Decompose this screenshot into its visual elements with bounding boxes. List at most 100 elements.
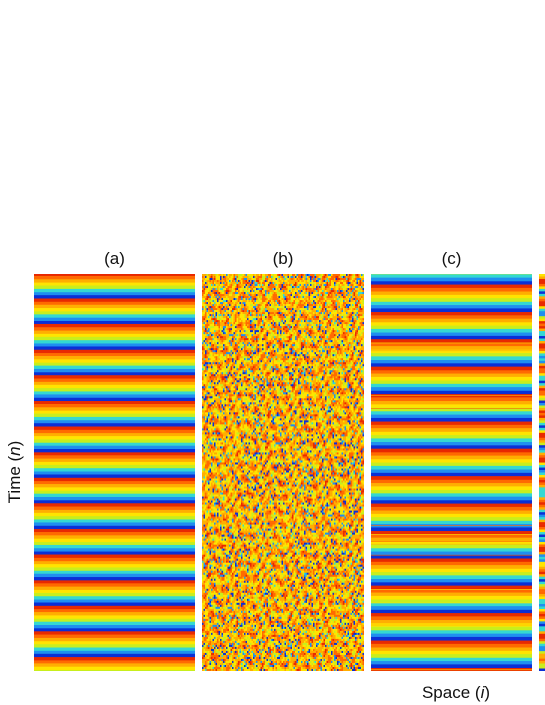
panel-b-cell xyxy=(329,292,332,295)
panel-b-cell xyxy=(274,294,276,297)
panel-b-cell xyxy=(233,296,236,299)
panel-b-cell xyxy=(205,286,207,289)
panel-b-cell xyxy=(346,290,348,293)
panel-b-cell xyxy=(319,300,321,303)
panel-b-cell xyxy=(314,308,317,311)
panel-b-cell xyxy=(229,284,231,287)
panel-b-cell xyxy=(235,290,237,293)
panel-b-cell xyxy=(206,298,209,301)
panel-b-cell xyxy=(323,288,326,291)
panel-b-cell xyxy=(280,282,282,285)
panel-b-cell xyxy=(319,292,321,295)
panel-b-cell xyxy=(226,290,228,293)
panel-b-cell xyxy=(253,306,255,309)
panel-b-cell xyxy=(280,276,282,279)
panel-b-cell xyxy=(274,288,276,291)
panel-b-cell xyxy=(277,298,279,301)
panel-b-cell xyxy=(223,290,225,293)
panel-b-cell xyxy=(221,280,224,283)
panel-b-cell xyxy=(256,306,258,309)
panel-b-cell xyxy=(233,290,236,293)
panel-b-cell xyxy=(299,288,302,291)
panel-b-cell xyxy=(343,302,345,305)
panel-b-cell xyxy=(317,306,320,309)
panel-b-cell xyxy=(211,286,213,289)
panel-b-cell xyxy=(307,288,309,291)
panel-b-cell xyxy=(346,288,348,291)
panel-b-cell xyxy=(259,284,261,287)
panel-b-cell xyxy=(208,290,210,293)
panel-b-cell xyxy=(361,300,363,303)
panel-b-cell xyxy=(292,292,294,295)
panel-b-cell xyxy=(304,298,306,301)
panel-b-cell xyxy=(325,302,327,305)
panel-b-cell xyxy=(230,306,233,309)
panel-b-cell xyxy=(320,276,323,279)
panel-b-cell xyxy=(238,290,240,293)
panel-b-cell xyxy=(302,284,305,287)
panel-b-cell xyxy=(226,282,228,285)
panel-b-cell xyxy=(349,278,351,281)
panel-b-cell xyxy=(214,288,216,291)
panel-b-cell xyxy=(224,282,227,285)
panel-b-cell xyxy=(283,302,285,305)
panel-b-cell xyxy=(277,302,279,305)
panel-b-cell xyxy=(280,306,282,309)
panel-b-cell xyxy=(328,288,330,291)
panel-b-cell xyxy=(283,300,285,303)
panel-b-cell xyxy=(238,276,240,279)
panel-b-cell xyxy=(245,280,248,283)
panel-b-cell xyxy=(349,274,351,277)
panel-b-cell xyxy=(214,310,216,313)
panel-b-cell xyxy=(313,308,315,311)
panel-b-cell xyxy=(350,280,353,283)
panel-b-cell xyxy=(232,294,234,297)
panel-b-cell xyxy=(260,276,263,279)
panel-b-cell xyxy=(347,298,350,301)
panel-b-cell xyxy=(325,290,327,293)
panel-b-cell xyxy=(296,288,299,291)
panel-b-cell xyxy=(232,298,234,301)
panel-b-cell xyxy=(235,286,237,289)
panel-b-cell xyxy=(236,286,239,289)
panel-b-cell xyxy=(241,274,243,277)
panel-b-cell xyxy=(205,294,207,297)
panel-b-cell xyxy=(221,284,224,287)
panel-b-cell xyxy=(359,304,362,307)
panel-b-cell xyxy=(286,284,288,287)
panel-b-cell xyxy=(242,288,245,291)
panel-b-cell xyxy=(259,308,261,311)
panel-b-cell xyxy=(307,274,309,277)
panel-b-cell xyxy=(283,292,285,295)
panel-b-cell xyxy=(362,316,364,319)
panel-b-cell xyxy=(217,308,219,311)
panel-b-cell xyxy=(235,306,237,309)
panel-b-cell xyxy=(295,296,297,299)
panel-b-cell xyxy=(211,298,213,301)
panel-b-cell xyxy=(292,296,294,299)
panel-b-cell xyxy=(223,298,225,301)
panel-b-cell xyxy=(217,310,219,313)
panel-b-cell xyxy=(320,308,323,311)
panel-b-cell xyxy=(340,288,342,291)
panel-b-cell xyxy=(217,278,219,281)
panel-b-cell xyxy=(208,296,210,299)
panel-b-cell xyxy=(239,280,242,283)
panel-b-cell xyxy=(332,288,335,291)
panel-b-cell xyxy=(241,300,243,303)
panel-b-cell xyxy=(310,288,312,291)
panel-b-cell xyxy=(280,300,282,303)
panel-b-cell xyxy=(280,302,282,305)
panel-b-cell xyxy=(215,286,218,289)
panel-b-cell xyxy=(338,276,341,279)
panel-b-cell xyxy=(328,296,330,299)
panel-b-cell xyxy=(230,280,233,283)
panel-b-cell xyxy=(320,298,323,301)
panel-b-cell xyxy=(232,274,234,277)
panel-b-cell xyxy=(272,296,275,299)
panel-b-cell xyxy=(316,302,318,305)
panel-b-cell xyxy=(346,282,348,285)
panel-b-cell xyxy=(287,300,290,303)
panel-b-cell xyxy=(362,286,364,289)
panel-b-cell xyxy=(322,284,324,287)
